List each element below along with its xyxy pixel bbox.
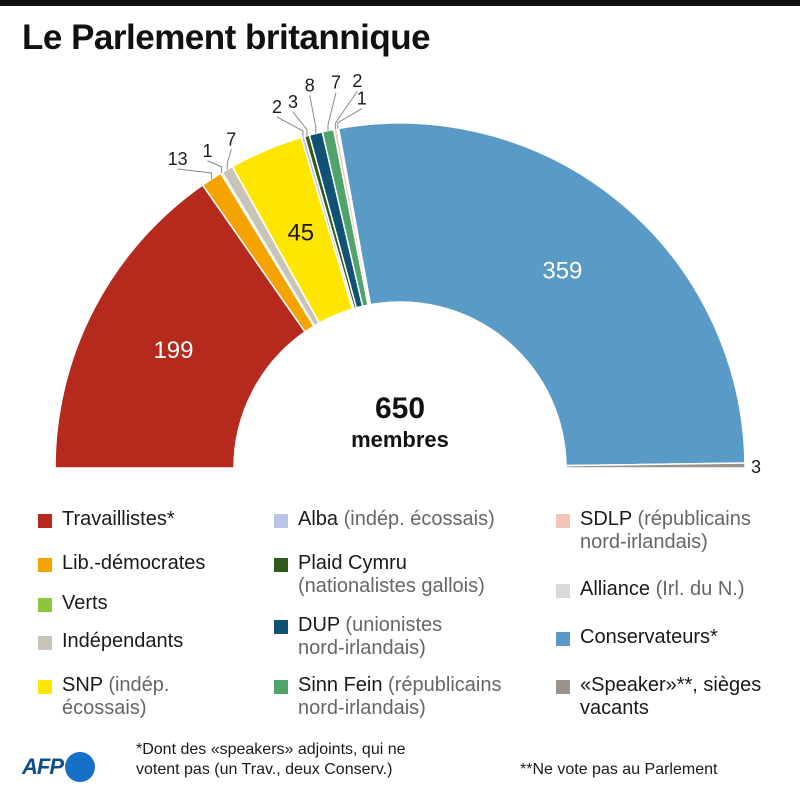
legend-swatch — [274, 680, 288, 694]
legend-label: Conservateurs* — [580, 626, 718, 648]
top-rule — [0, 0, 800, 6]
slice-conservateurs — [337, 122, 746, 467]
legend-swatch — [274, 620, 288, 634]
chart-title: Le Parlement britannique — [22, 18, 431, 57]
legend-swatch — [38, 514, 52, 528]
data-label-ind-pendants: 7 — [226, 129, 236, 149]
data-label-alba: 2 — [272, 97, 282, 117]
legend-swatch — [556, 632, 570, 646]
slice-speaker-si-ges-vacants — [565, 462, 746, 469]
legend-note: (indép. — [102, 674, 170, 696]
legend-note-line2: nord-irlandais) — [298, 637, 426, 659]
legend-swatch — [38, 636, 52, 650]
data-label-sdlp: 2 — [352, 71, 362, 91]
footnote-deputy-speakers: *Dont des «speakers» adjoints, qui ne vo… — [136, 740, 406, 780]
leader-line-sinn-fein — [327, 92, 337, 131]
legend-note: (républicains — [382, 674, 502, 696]
data-label-sinn-fein: 7 — [331, 73, 341, 93]
legend-label: Lib.-démocrates — [62, 552, 206, 574]
leader-line-verts — [207, 160, 223, 173]
legend-item-plaid-cymru: Plaid Cymru (nationalistes gallois) — [274, 552, 485, 598]
legend-swatch — [274, 514, 288, 528]
legend-note-line2: (nationalistes gallois) — [298, 575, 485, 597]
legend-item-snp: SNP (indép. écossais) — [38, 674, 169, 720]
legend-item-lib-democrates: Lib.-démocrates — [38, 552, 205, 575]
data-label-verts: 1 — [203, 141, 213, 161]
legend-note: (Irl. du N.) — [650, 578, 745, 600]
legend-swatch — [38, 558, 52, 572]
afp-logo-dot-icon — [65, 752, 95, 782]
legend-label: Plaid Cymru — [298, 552, 407, 574]
legend-swatch — [38, 598, 52, 612]
legend-item-conservateurs: Conservateurs* — [556, 626, 718, 649]
legend-note: (républicains — [631, 508, 751, 530]
leader-line-plaid-cymru — [292, 111, 308, 136]
data-label-travaillistes: 199 — [153, 337, 193, 364]
legend-label: Verts — [62, 592, 108, 614]
footnote-line1: *Dont des «speakers» adjoints, qui ne — [136, 741, 406, 758]
legend-note: (indép. écossais) — [338, 508, 495, 530]
legend-item-independants: Indépendants — [38, 630, 183, 653]
legend-swatch — [38, 680, 52, 694]
legend-item-travaillistes: Travaillistes* — [38, 508, 175, 531]
legend-label: Travaillistes* — [62, 508, 175, 530]
data-label-plaid-cymru: 3 — [288, 92, 298, 112]
legend-label: Indépendants — [62, 630, 184, 652]
leader-line-alba — [276, 116, 304, 137]
legend-item-verts: Verts — [38, 592, 108, 615]
legend-item-alba: Alba (indép. écossais) — [274, 508, 495, 531]
center-label: membres — [351, 427, 449, 452]
footnote-line2: votent pas (un Trav., deux Conserv.) — [136, 761, 393, 778]
legend-item-alliance: Alliance (Irl. du N.) — [556, 578, 745, 601]
legend-item-sdlp: SDLP (républicains nord-irlandais) — [556, 508, 751, 554]
data-label-snp: 45 — [287, 220, 314, 247]
legend-swatch — [556, 514, 570, 528]
legend-swatch — [556, 584, 570, 598]
legend-label: Sinn Fein — [298, 674, 383, 696]
afp-logo-text: AFP — [22, 754, 64, 779]
legend-label: «Speaker»**, sièges — [580, 674, 762, 696]
legend-label: Alba — [298, 508, 339, 530]
legend-label-line2: vacants — [580, 697, 649, 719]
legend-note: (unionistes — [339, 614, 443, 636]
legend-label: SNP — [62, 674, 103, 696]
legend-note-line2: nord-irlandais) — [298, 697, 426, 719]
leader-line-alliance — [337, 108, 363, 129]
afp-logo: AFP — [22, 752, 95, 782]
leader-line-ind-pendants — [226, 149, 232, 170]
legend-swatch — [556, 680, 570, 694]
legend-label: Alliance — [580, 578, 651, 600]
legend-note-line2: écossais) — [62, 697, 147, 719]
leader-line-sdlp — [334, 90, 358, 130]
leader-line-lib-d-mocrates — [177, 168, 213, 179]
slice-travaillistes — [54, 183, 307, 469]
data-label-lib-d-mocrates: 13 — [168, 149, 188, 169]
legend-item-sinn-fein: Sinn Fein (républicains nord-irlandais) — [274, 674, 501, 720]
legend-note-line2: nord-irlandais) — [580, 531, 708, 553]
legend-item-speaker: «Speaker»**, sièges vacants — [556, 674, 761, 720]
legend-item-dup: DUP (unionistes nord-irlandais) — [274, 614, 442, 660]
legend-label: DUP — [298, 614, 340, 636]
data-label-alliance: 1 — [357, 89, 367, 109]
data-label-dup: 8 — [305, 75, 315, 95]
footnote-speaker: **Ne vote pas au Parlement — [520, 761, 718, 778]
data-label-conservateurs: 359 — [542, 258, 582, 285]
center-total: 650 — [375, 392, 425, 425]
legend-label: SDLP — [580, 508, 632, 530]
leader-line-dup — [309, 95, 317, 134]
legend-swatch — [274, 558, 288, 572]
data-label-speaker-si-ges-vacants: 3 — [751, 457, 761, 477]
